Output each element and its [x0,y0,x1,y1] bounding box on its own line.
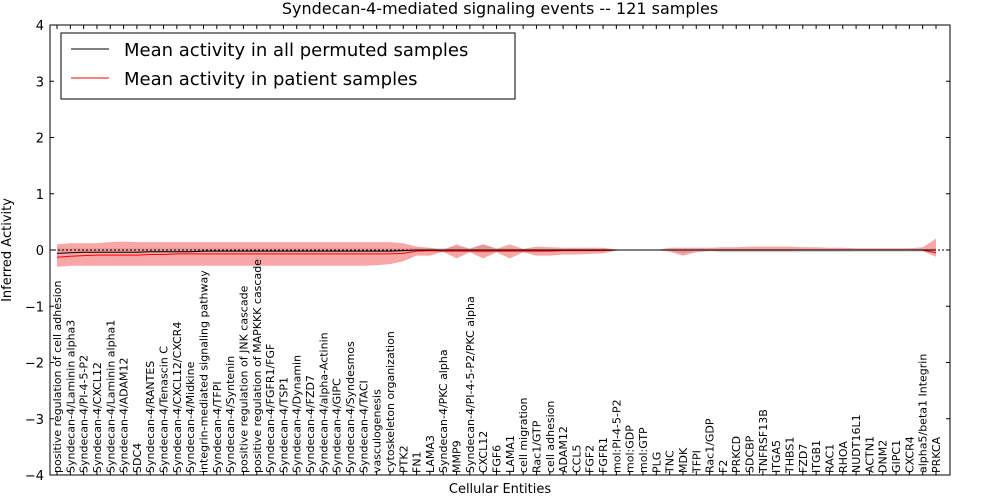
x-tick-label: TFPI [690,450,703,474]
y-axis-label: Inferred Activity [0,198,15,302]
patient-band [57,238,936,267]
x-tick-label: ADAM12 [557,426,570,473]
x-tick-label: Syndecan-4/alpha-Actinin [317,332,330,473]
x-tick-label: Syndecan-4/Syndesmos [344,341,357,473]
x-tick-label: Syndecan-4/ADAM12 [118,358,131,473]
x-tick-label: DNM2 [877,440,890,473]
x-tick-label: GIPC1 [890,440,903,473]
x-tick-label: Syndecan-4/Tenascin C [158,346,171,473]
y-tick-label: −2 [25,357,44,372]
legend-entry-permuted: Mean activity in all permuted samples [124,40,468,61]
y-tick-label: −1 [25,300,44,315]
x-tick-label: mol:PI-4-5-P2 [610,399,623,473]
x-tick-label: PRKCA [930,436,943,473]
x-tick-label: F2 [717,460,730,473]
x-tick-label: CCL5 [570,445,583,474]
x-tick-label: SDC4 [131,443,144,473]
plot-area [50,238,950,267]
x-tick-label: Syndecan-4/PI-4-5-P2 [78,355,91,473]
plot-frame [49,24,951,476]
y-axis-ticks: −4 −3 −2 −1 0 1 2 3 4 [25,19,950,484]
y-tick-label: 0 [36,244,44,259]
x-tick-label: ITGA5 [770,440,783,473]
x-tick-label: ITGB1 [810,440,823,473]
x-tick-label: Syndecan-4/FGFR1/FGF [264,344,277,473]
y-tick-label: −3 [25,413,44,428]
legend-box [60,32,516,100]
x-tick-label: mol:GTP [637,427,650,473]
x-tick-label: MDK [677,447,690,473]
x-tick-label: Syndecan-4/Laminin alpha3 [64,320,77,473]
x-tick-label: SDCBP [744,435,757,473]
x-tick-label: Syndecan-4/RANTES [144,361,157,473]
x-tick-label: NUDT16L1 [850,414,863,473]
x-tick-label: Syndecan-4/FZD7 [304,375,317,473]
x-tick-label: Syndecan-4/Laminin alpha1 [104,320,117,473]
x-tick-label: CXCR4 [903,436,916,473]
x-tick-label: Syndecan-4/Midkine [184,361,197,473]
legend-entry-patient: Mean activity in patient samples [124,69,418,90]
x-tick-label: FZD7 [797,444,810,473]
x-tick-label: Syndecan-4/PKC alpha [437,349,450,473]
x-tick-label: Syndecan-4/CXCL12/CXCR4 [171,322,184,473]
x-tick-label: RAC1 [824,444,837,473]
x-tick-label: RHOA [837,441,850,473]
x-tick-label: FGF6 [491,445,504,473]
x-tick-label: MMP9 [451,440,464,473]
x-tick-label: alpha5/beta1 Integrin [917,354,930,473]
x-axis-label: Cellular Entities [449,482,551,497]
x-tick-label: FGFR1 [597,437,610,473]
x-tick-label: Syndecan-4/TFPI [211,381,224,473]
x-tick-label: Syndecan-4/GIPC [331,378,344,473]
x-tick-label: Rac1/GTP [531,420,544,473]
series-line-permuted [56,249,936,254]
x-tick-label: integrin-mediated signaling pathway [198,270,211,473]
x-tick-label: Syndecan-4/CXCL12 [91,362,104,473]
x-tick-label: THBS1 [784,437,797,474]
x-tick-label: FGF2 [584,445,597,473]
x-tick-label: Syndecan-4/PI-4-5-P2/PKC alpha [464,296,477,473]
y-tick-label: 2 [36,132,44,147]
y-tick-label: 3 [36,75,44,90]
y-tick-label: −4 [25,469,44,484]
chart-title: Syndecan-4-mediated signaling events -- … [282,0,718,18]
x-tick-label: cell migration [517,397,530,473]
x-tick-label: Rac1/GDP [704,418,717,473]
y-tick-label: 1 [36,188,44,203]
x-tick-label: positive regulation of cell adhesion [51,280,64,473]
x-axis-ticks: positive regulation of cell adhesion Synd… [51,25,943,475]
x-tick-label: cell adhesion [544,401,557,473]
x-tick-label: vasculogenesis [371,389,384,473]
x-tick-label: TNFRSF13B [757,409,770,474]
x-tick-label: positive regulation of MAPKKK cascade [251,259,264,473]
x-tick-label: PTK2 [397,445,410,473]
x-tick-label: ACTN1 [863,436,876,473]
y-tick-label: 4 [36,19,44,34]
x-tick-label: cytoskeleton organization [384,331,397,473]
x-tick-label: Syndecan-4/TACI [357,380,370,473]
x-tick-label: FN1 [411,451,424,473]
x-tick-label: positive regulation of JNK cascade [238,285,251,473]
x-tick-label: CXCL12 [477,431,490,473]
x-tick-label: LAMA1 [504,435,517,473]
x-tick-label: TNC [664,450,677,474]
x-tick-label: LAMA3 [424,435,437,473]
x-tick-label: Syndecan-4/TSP1 [277,377,290,473]
x-tick-label: Syndecan-4/Dynamin [291,355,304,473]
x-tick-label: PLG [650,452,663,473]
x-tick-label: PRKCD [730,436,743,473]
x-tick-label: mol:GDP [624,425,637,473]
x-tick-label: Syndecan-4/Syntenin [224,356,237,473]
legend: Mean activity in all permuted samples Me… [60,32,516,100]
